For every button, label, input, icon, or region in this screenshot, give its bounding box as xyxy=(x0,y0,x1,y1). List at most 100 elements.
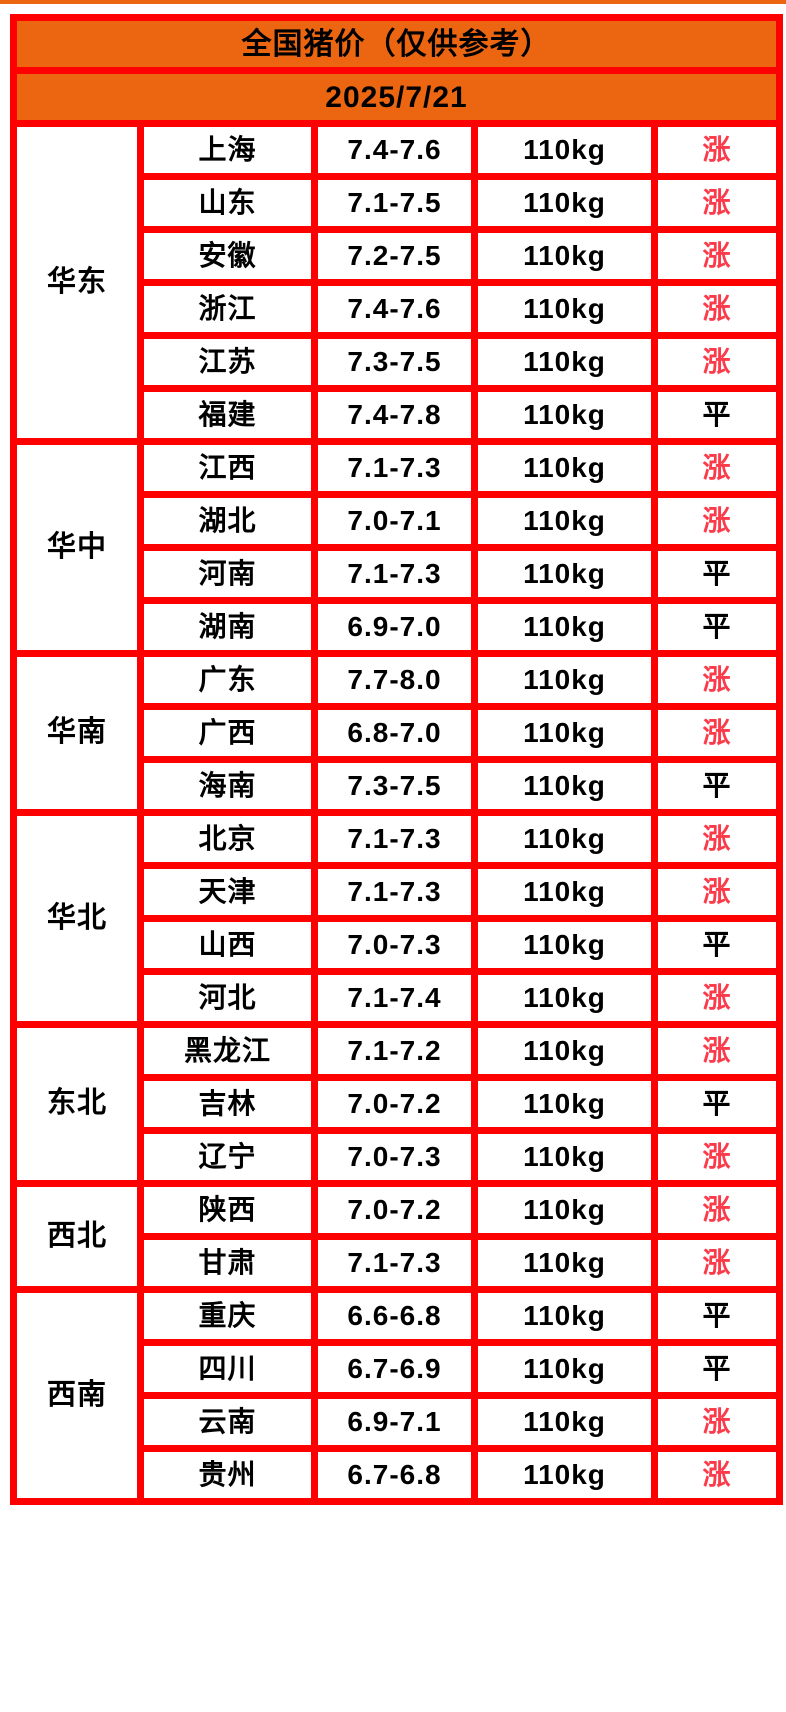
price-cell: 7.1-7.3 xyxy=(311,1233,478,1293)
table-row: 甘肃 7.1-7.3 110kg 涨 xyxy=(14,1233,784,1293)
national-pig-price-table: 全国猪价（仅供参考） 2025/7/21 华东 上海 7.4-7.6 110kg 涨山东… xyxy=(9,14,784,1505)
province-cell: 福建 xyxy=(137,385,318,445)
table-row: 湖北 7.0-7.1 110kg 涨 xyxy=(14,491,784,551)
price-cell: 7.1-7.4 xyxy=(311,968,478,1028)
table-row: 福建 7.4-7.8 110kg 平 xyxy=(14,385,784,445)
table-row: 华北 北京 7.1-7.3 110kg 涨 xyxy=(10,809,784,1028)
region-cell: 东北 xyxy=(10,1021,144,1187)
province-cell: 江西 xyxy=(137,438,318,498)
province-cell: 甘肃 xyxy=(137,1233,318,1293)
price-cell: 6.9-7.0 xyxy=(311,597,478,657)
status-cell: 平 xyxy=(650,1286,784,1346)
price-cell: 6.7-6.9 xyxy=(311,1339,478,1399)
table-row: 山西 7.0-7.3 110kg 平 xyxy=(14,915,784,975)
price-cell: 7.4-7.6 xyxy=(311,279,478,339)
price-cell: 7.0-7.2 xyxy=(311,1074,478,1134)
status-cell: 涨 xyxy=(650,1392,784,1452)
price-cell: 7.1-7.3 xyxy=(311,438,478,498)
table-row: 安徽 7.2-7.5 110kg 涨 xyxy=(14,226,784,286)
price-cell: 7.3-7.5 xyxy=(311,332,478,392)
table-row: 西南 重庆 6.6-6.8 110kg 平 xyxy=(10,1286,784,1505)
price-cell: 7.0-7.2 xyxy=(311,1180,478,1240)
price-cell: 7.1-7.3 xyxy=(311,544,478,604)
table-row: 山东 7.1-7.5 110kg 涨 xyxy=(14,173,784,233)
weight-cell: 110kg xyxy=(471,173,658,233)
price-cell: 6.7-6.8 xyxy=(311,1445,478,1505)
price-cell: 7.3-7.5 xyxy=(311,756,478,816)
province-cell: 安徽 xyxy=(137,226,318,286)
region-cell: 华北 xyxy=(10,809,144,1028)
weight-cell: 110kg xyxy=(471,491,658,551)
status-cell: 平 xyxy=(650,915,784,975)
province-cell: 北京 xyxy=(137,809,318,869)
status-cell: 涨 xyxy=(650,809,784,869)
price-cell: 7.1-7.2 xyxy=(311,1021,478,1081)
status-cell: 涨 xyxy=(650,1180,784,1240)
region-cell: 西南 xyxy=(10,1286,144,1505)
weight-cell: 110kg xyxy=(471,120,658,180)
table-row: 湖南 6.9-7.0 110kg 平 xyxy=(14,597,784,657)
status-cell: 涨 xyxy=(650,491,784,551)
status-cell: 涨 xyxy=(650,703,784,763)
weight-cell: 110kg xyxy=(471,1127,658,1187)
price-cell: 6.6-6.8 xyxy=(311,1286,478,1346)
table-row: 辽宁 7.0-7.3 110kg 涨 xyxy=(14,1127,784,1187)
status-cell: 平 xyxy=(650,756,784,816)
province-cell: 湖南 xyxy=(137,597,318,657)
price-cell: 6.9-7.1 xyxy=(311,1392,478,1452)
status-cell: 平 xyxy=(650,1339,784,1399)
status-cell: 平 xyxy=(650,385,784,445)
weight-cell: 110kg xyxy=(471,1074,658,1134)
table-row: 河北 7.1-7.4 110kg 涨 xyxy=(14,968,784,1028)
table-row: 浙江 7.4-7.6 110kg 涨 xyxy=(14,279,784,339)
status-cell: 平 xyxy=(650,597,784,657)
price-cell: 7.1-7.3 xyxy=(311,862,478,922)
province-cell: 黑龙江 xyxy=(137,1021,318,1081)
status-cell: 涨 xyxy=(650,862,784,922)
status-cell: 涨 xyxy=(650,438,784,498)
table-row: 海南 7.3-7.5 110kg 平 xyxy=(14,756,784,816)
price-cell: 7.0-7.1 xyxy=(311,491,478,551)
price-cell: 6.8-7.0 xyxy=(311,703,478,763)
table-row: 江苏 7.3-7.5 110kg 涨 xyxy=(14,332,784,392)
weight-cell: 110kg xyxy=(471,332,658,392)
province-cell: 浙江 xyxy=(137,279,318,339)
province-cell: 广东 xyxy=(137,650,318,710)
weight-cell: 110kg xyxy=(471,279,658,339)
price-cell: 7.7-8.0 xyxy=(311,650,478,710)
table-row: 四川 6.7-6.9 110kg 平 xyxy=(14,1339,784,1399)
status-cell: 涨 xyxy=(650,1445,784,1505)
weight-cell: 110kg xyxy=(471,1339,658,1399)
table-row: 河南 7.1-7.3 110kg 平 xyxy=(14,544,784,604)
weight-cell: 110kg xyxy=(471,756,658,816)
table-date: 2025/7/21 xyxy=(9,67,784,127)
status-cell: 涨 xyxy=(650,650,784,710)
status-cell: 涨 xyxy=(650,968,784,1028)
province-cell: 河南 xyxy=(137,544,318,604)
status-cell: 涨 xyxy=(650,332,784,392)
weight-cell: 110kg xyxy=(471,915,658,975)
table-row: 吉林 7.0-7.2 110kg 平 xyxy=(14,1074,784,1134)
province-cell: 海南 xyxy=(137,756,318,816)
table-row: 天津 7.1-7.3 110kg 涨 xyxy=(14,862,784,922)
province-cell: 云南 xyxy=(137,1392,318,1452)
price-cell: 7.1-7.5 xyxy=(311,173,478,233)
table-row: 东北 黑龙江 7.1-7.2 110kg 涨 xyxy=(10,1021,784,1187)
weight-cell: 110kg xyxy=(471,438,658,498)
weight-cell: 110kg xyxy=(471,1180,658,1240)
weight-cell: 110kg xyxy=(471,703,658,763)
table-row: 华南 广东 7.7-8.0 110kg 涨 xyxy=(10,650,784,816)
status-cell: 平 xyxy=(650,1074,784,1134)
province-cell: 山东 xyxy=(137,173,318,233)
weight-cell: 110kg xyxy=(471,1392,658,1452)
province-cell: 湖北 xyxy=(137,491,318,551)
province-cell: 河北 xyxy=(137,968,318,1028)
status-cell: 涨 xyxy=(650,173,784,233)
table-row: 西北 陕西 7.0-7.2 110kg 涨 xyxy=(10,1180,784,1293)
table-row: 广西 6.8-7.0 110kg 涨 xyxy=(14,703,784,763)
province-cell: 广西 xyxy=(137,703,318,763)
region-cell: 华南 xyxy=(10,650,144,816)
weight-cell: 110kg xyxy=(471,1445,658,1505)
price-cell: 7.2-7.5 xyxy=(311,226,478,286)
status-cell: 涨 xyxy=(650,226,784,286)
